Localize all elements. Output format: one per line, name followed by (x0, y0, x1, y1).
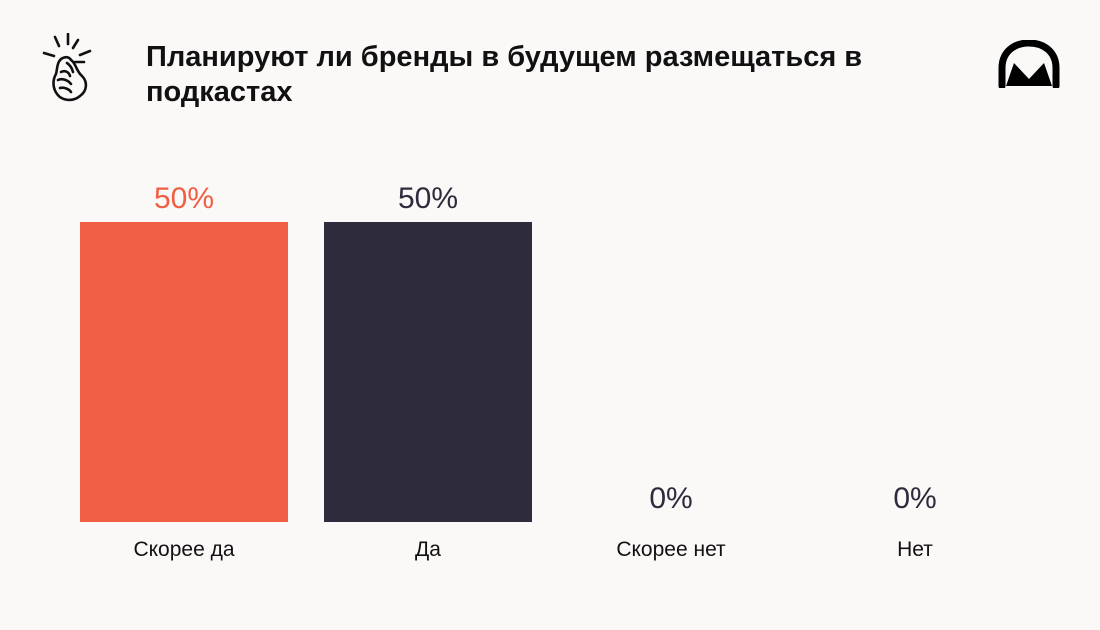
bar-value-label-4: 0% (893, 482, 936, 515)
bar-value-label-3: 0% (649, 482, 692, 515)
bar-value-label-2: 50% (398, 182, 458, 215)
bar-2 (324, 222, 532, 522)
bar-value-label-1: 50% (154, 182, 214, 215)
snapping-hand-icon (42, 33, 92, 102)
bar-1 (80, 222, 288, 522)
category-label-1: Скорее да (133, 538, 234, 561)
category-label-3: Скорее нет (616, 538, 726, 561)
chart-title: Планируют ли бренды в будущем размещатьс… (146, 41, 863, 108)
category-label-4: Нет (897, 538, 933, 561)
headphones-logo-icon (998, 40, 1060, 88)
category-label-2: Да (415, 538, 441, 561)
